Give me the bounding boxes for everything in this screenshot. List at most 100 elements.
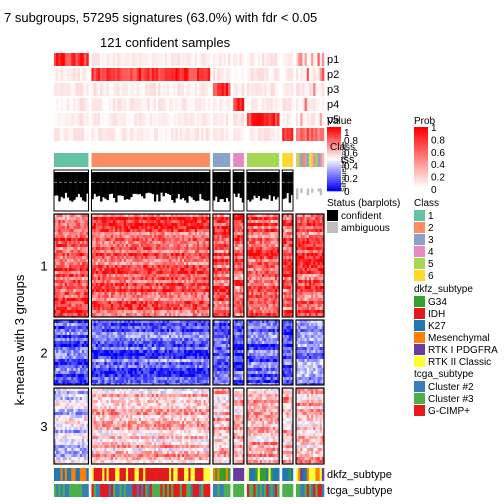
heatmap-cell xyxy=(173,223,176,227)
heatmap-cell xyxy=(308,304,312,308)
prob-cell xyxy=(315,68,318,81)
heatmap-cell xyxy=(121,313,125,317)
heatmap-cell xyxy=(91,232,94,236)
prob-cell xyxy=(151,68,155,81)
heatmap-cell xyxy=(141,238,144,242)
heatmap-cell xyxy=(259,286,263,290)
heatmap-cell xyxy=(259,217,263,221)
heatmap-cell xyxy=(162,259,165,263)
heatmap-cell xyxy=(54,226,57,230)
heatmap-cell xyxy=(259,313,263,317)
heatmap-cell xyxy=(321,256,325,260)
prob-cell xyxy=(313,68,316,81)
heatmap-cell xyxy=(145,256,148,260)
heatmap-cell xyxy=(177,220,181,224)
prob-cell xyxy=(241,68,245,81)
prob-cell xyxy=(192,83,196,96)
heatmap-cell xyxy=(73,253,76,257)
heatmap-cell xyxy=(205,313,209,317)
prob-cell xyxy=(306,98,310,111)
prob-cell xyxy=(95,113,99,126)
prob-cell xyxy=(125,128,129,141)
heatmap-cell xyxy=(219,313,222,317)
heatmap-cell xyxy=(241,301,245,305)
heatmap-cell xyxy=(64,226,68,230)
heatmap-cell xyxy=(138,265,142,269)
prob-cell xyxy=(73,128,76,141)
heatmap-cell xyxy=(308,271,312,275)
heatmap-cell xyxy=(141,259,144,263)
heatmap-cell xyxy=(162,277,165,281)
heatmap-cell xyxy=(302,313,305,317)
heatmap-cell xyxy=(225,241,229,245)
heatmap-cell xyxy=(100,271,103,275)
heatmap-cell xyxy=(274,310,278,314)
heatmap-cell xyxy=(282,229,285,233)
heatmap-cell xyxy=(130,232,133,236)
heatmap-cell xyxy=(166,223,170,227)
heatmap-cell xyxy=(264,217,267,221)
prob-cell xyxy=(272,68,276,81)
heatmap-cell xyxy=(215,247,218,251)
heatmap-cell xyxy=(319,301,323,305)
heatmap-cell xyxy=(217,274,220,278)
heatmap-cell xyxy=(197,280,200,284)
prob-cell xyxy=(239,98,243,111)
heatmap-cell xyxy=(321,268,325,272)
heatmap-cell xyxy=(184,262,187,266)
heatmap-cell xyxy=(264,232,267,236)
silhouette-bar xyxy=(95,172,99,197)
heatmap-cell xyxy=(264,292,267,296)
heatmap-cell xyxy=(286,280,289,284)
heatmap-cell xyxy=(321,250,325,254)
heatmap-cell xyxy=(79,268,83,272)
heatmap-cell xyxy=(149,271,153,275)
prob-cell xyxy=(56,113,59,126)
heatmap-cell xyxy=(71,295,74,299)
heatmap-cell xyxy=(138,277,142,281)
heatmap-cell xyxy=(73,320,76,324)
heatmap-cell xyxy=(64,286,68,290)
heatmap-cell xyxy=(106,217,109,221)
heatmap-cell xyxy=(108,238,112,242)
heatmap-cell xyxy=(272,271,276,275)
heatmap-cell xyxy=(257,229,261,233)
heatmap-cell xyxy=(311,283,314,287)
heatmap-cell xyxy=(205,304,209,308)
heatmap-cell xyxy=(190,307,193,311)
heatmap-cell xyxy=(71,307,74,311)
heatmap-cell xyxy=(181,304,185,308)
heatmap-cell xyxy=(136,292,140,296)
heatmap-cell xyxy=(237,214,240,218)
heatmap-cell xyxy=(259,301,263,305)
heatmap-cell xyxy=(145,244,148,248)
heatmap-cell xyxy=(186,283,189,287)
heatmap-cell xyxy=(315,262,318,266)
heatmap-cell xyxy=(184,301,187,305)
heatmap-cell xyxy=(171,277,174,281)
prob-cell xyxy=(69,128,72,141)
heatmap-cell xyxy=(162,295,165,299)
heatmap-cell xyxy=(95,250,99,254)
heatmap-cell xyxy=(319,265,323,269)
heatmap-cell xyxy=(79,304,83,308)
silhouette-bar xyxy=(69,172,72,201)
heatmap-cell xyxy=(138,253,142,257)
heatmap-cell xyxy=(119,292,122,296)
heatmap-cell xyxy=(121,232,125,236)
heatmap-cell xyxy=(311,259,314,263)
heatmap-cell xyxy=(304,232,308,236)
heatmap-cell xyxy=(69,256,72,260)
heatmap-cell xyxy=(233,232,236,236)
heatmap-cell xyxy=(203,307,206,311)
heatmap-cell xyxy=(203,283,206,287)
heatmap-cell xyxy=(69,226,72,230)
heatmap-cell xyxy=(175,286,178,290)
heatmap-cell xyxy=(205,259,209,263)
heatmap-cell xyxy=(60,262,63,266)
heatmap-cell xyxy=(71,262,74,266)
class-cell-7 xyxy=(315,153,318,167)
heatmap-cell xyxy=(130,250,133,254)
heatmap-cell xyxy=(97,301,101,305)
heatmap-cell xyxy=(164,274,168,278)
